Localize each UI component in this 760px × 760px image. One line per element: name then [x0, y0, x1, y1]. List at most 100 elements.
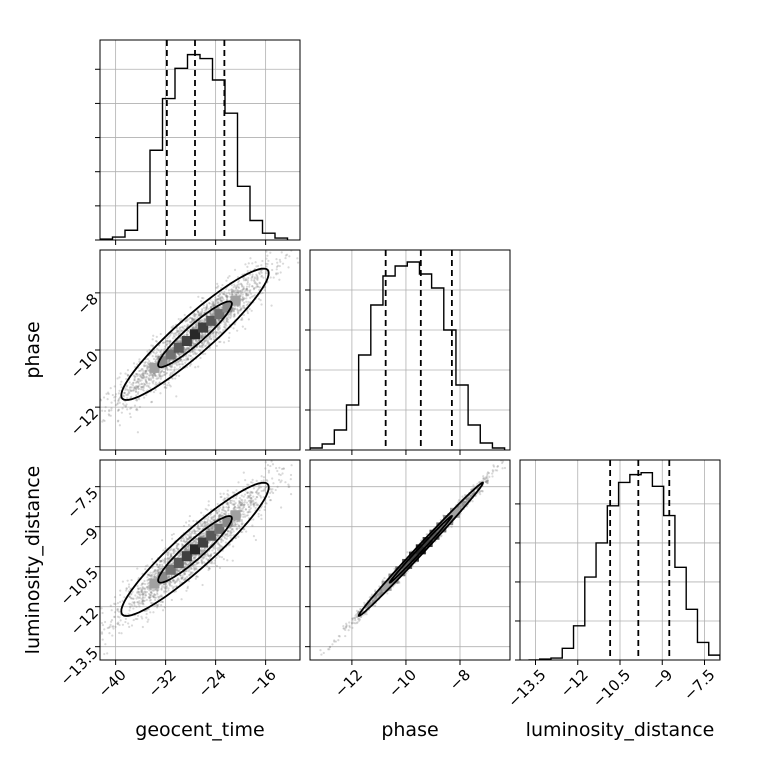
sample-point	[260, 264, 263, 267]
y-tick-label: −8	[74, 290, 102, 318]
sample-point	[205, 303, 209, 306]
sample-point	[193, 318, 196, 321]
sample-point	[211, 304, 214, 307]
sample-point	[237, 289, 240, 293]
sample-point	[220, 508, 224, 511]
sample-point	[200, 550, 204, 554]
sample-point	[146, 586, 149, 589]
sample-point	[140, 589, 143, 592]
sample-point	[162, 370, 165, 374]
sample-point	[101, 420, 104, 423]
sample-point	[253, 277, 256, 280]
sample-point	[210, 313, 214, 316]
sample-point	[234, 524, 237, 528]
sample-point	[255, 277, 258, 280]
sample-point	[163, 373, 166, 376]
sample-point	[179, 359, 182, 363]
sample-point	[125, 587, 128, 590]
sample-point	[136, 385, 140, 389]
sample-point	[157, 566, 160, 569]
sample-point	[189, 316, 192, 320]
sample-point	[151, 338, 154, 341]
sample-point	[378, 593, 382, 596]
sample-point	[220, 556, 224, 559]
sample-point	[117, 419, 120, 422]
sample-point	[235, 489, 238, 492]
sample-point	[141, 592, 144, 596]
sample-point	[222, 498, 225, 502]
sample-point	[130, 389, 133, 392]
sample-point	[209, 335, 212, 338]
sample-point	[191, 344, 195, 347]
sample-point	[142, 369, 145, 373]
sample-point	[165, 584, 168, 587]
sample-point	[238, 500, 241, 503]
sample-point	[132, 382, 135, 385]
sample-point	[180, 577, 183, 581]
sample-point	[178, 332, 181, 335]
sample-point	[154, 596, 157, 599]
sample-point	[223, 497, 226, 500]
sample-point	[134, 388, 138, 391]
sample-point	[226, 316, 229, 319]
sample-point	[175, 567, 178, 570]
sample-point	[199, 524, 203, 527]
sample-point	[137, 381, 140, 385]
sample-point	[193, 313, 197, 316]
sample-point	[125, 587, 128, 590]
sample-point	[140, 367, 143, 371]
sample-point	[179, 340, 182, 344]
sample-point	[128, 625, 131, 629]
sample-point	[149, 574, 152, 577]
sample-point	[137, 387, 140, 390]
sample-point	[130, 597, 133, 600]
sample-point	[263, 289, 266, 292]
sample-point	[236, 291, 240, 294]
sample-point	[116, 420, 120, 423]
sample-point	[239, 503, 242, 506]
sample-point	[142, 375, 145, 378]
sample-point	[116, 377, 119, 380]
sample-point	[248, 496, 251, 499]
sample-point	[235, 293, 238, 296]
sample-point	[215, 298, 219, 301]
sample-point	[240, 509, 243, 513]
sample-point	[251, 275, 254, 279]
sample-point	[160, 568, 163, 571]
sample-point	[167, 552, 170, 555]
sample-point	[245, 292, 248, 295]
sample-point	[153, 570, 156, 573]
sample-point	[186, 585, 189, 588]
sample-point	[189, 316, 192, 319]
sample-point	[181, 576, 184, 580]
sample-point	[177, 360, 180, 363]
sample-point	[175, 567, 178, 571]
sample-point	[145, 375, 148, 378]
sample-point	[193, 556, 196, 559]
sample-point	[176, 547, 180, 550]
sample-point	[184, 549, 188, 552]
sample-point	[176, 330, 179, 333]
sample-point	[113, 615, 116, 618]
sample-point	[278, 258, 281, 261]
sample-point	[186, 549, 189, 552]
sample-point	[181, 544, 184, 547]
sample-point	[231, 499, 234, 502]
sample-point	[281, 472, 284, 475]
sample-point	[262, 489, 265, 492]
density-bin	[214, 309, 225, 320]
sample-point	[247, 276, 250, 280]
sample-point	[231, 491, 234, 494]
sample-point	[183, 350, 186, 353]
sample-point	[146, 573, 150, 576]
sample-point	[182, 540, 185, 543]
sample-point	[108, 414, 111, 417]
sample-point	[167, 575, 171, 579]
sample-point	[227, 291, 230, 294]
sample-point	[253, 280, 256, 283]
sample-point	[114, 602, 117, 606]
sample-point	[135, 372, 139, 376]
sample-point	[223, 537, 227, 540]
sample-point	[485, 479, 488, 483]
sample-point	[166, 339, 169, 342]
